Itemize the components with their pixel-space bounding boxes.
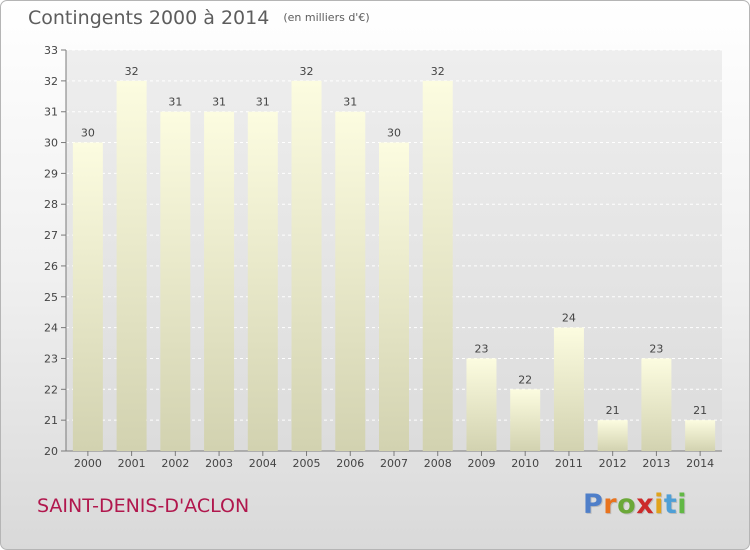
bar [553,327,584,451]
x-tick-label: 2001 [118,457,146,470]
data-label: 32 [300,65,314,78]
y-tick-label: 21 [44,414,58,427]
logo-letter: t [663,489,678,520]
x-tick-label: 2007 [380,457,408,470]
y-tick-label: 20 [44,445,58,458]
data-label: 22 [518,373,532,386]
x-tick-label: 2012 [599,457,627,470]
x-tick-label: 2011 [555,457,583,470]
bar [204,111,235,451]
x-tick-label: 2006 [336,457,364,470]
x-tick-label: 2013 [642,457,670,470]
logo-letter: P [583,489,604,520]
data-label: 31 [168,96,182,109]
data-label: 31 [343,96,357,109]
bar [510,389,541,451]
logo-letter: i [677,489,688,520]
y-tick-label: 32 [44,75,58,88]
data-label: 24 [562,312,576,325]
x-tick-label: 2000 [74,457,102,470]
bar [641,358,672,451]
logo-letter: x [636,489,655,520]
x-tick-label: 2009 [467,457,495,470]
y-tick-label: 25 [44,291,58,304]
y-tick-label: 30 [44,137,58,150]
commune-name: SAINT-DENIS-D'ACLON [37,495,250,517]
unit-note: (en milliers d'€) [283,11,370,24]
logo-letter: r [603,489,618,520]
x-tick-label: 2008 [424,457,452,470]
x-tick-label: 2014 [686,457,714,470]
data-label: 32 [431,65,445,78]
bar [72,142,103,452]
y-tick-label: 23 [44,352,58,365]
logo-letter: o [617,489,637,520]
proxiti-logo[interactable]: Proxiti [583,489,687,520]
y-tick-label: 33 [44,44,58,57]
y-tick-label: 28 [44,198,58,211]
bar [247,111,278,451]
bar [291,80,322,451]
bar [160,111,191,451]
logo-letter: i [654,489,664,520]
y-tick-label: 24 [44,322,58,335]
x-tick-label: 2002 [161,457,189,470]
x-tick-label: 2010 [511,457,539,470]
title-text: Contingents 2000 à 2014 [28,7,270,29]
data-label: 21 [693,404,707,417]
bar [422,80,453,451]
data-label: 31 [256,96,270,109]
data-label: 21 [606,404,620,417]
y-tick-label: 22 [44,383,58,396]
chart-title: Contingents 2000 à 2014 (en milliers d'€) [28,7,370,29]
y-tick-label: 31 [44,106,58,119]
bar [335,111,366,451]
data-label: 23 [474,342,488,355]
y-tick-label: 29 [44,167,58,180]
bar [379,142,409,452]
data-label: 23 [649,342,663,355]
data-label: 32 [125,65,139,78]
x-tick-label: 2004 [249,457,277,470]
y-tick-label: 26 [44,260,58,273]
data-label: 30 [387,127,401,140]
bar [116,80,147,451]
bar [597,420,628,451]
bar [685,420,716,451]
x-tick-label: 2005 [293,457,321,470]
data-label: 31 [212,96,226,109]
x-tick-label: 2003 [205,457,233,470]
y-tick-label: 27 [44,229,58,242]
bar [466,358,497,451]
data-label: 30 [81,127,95,140]
